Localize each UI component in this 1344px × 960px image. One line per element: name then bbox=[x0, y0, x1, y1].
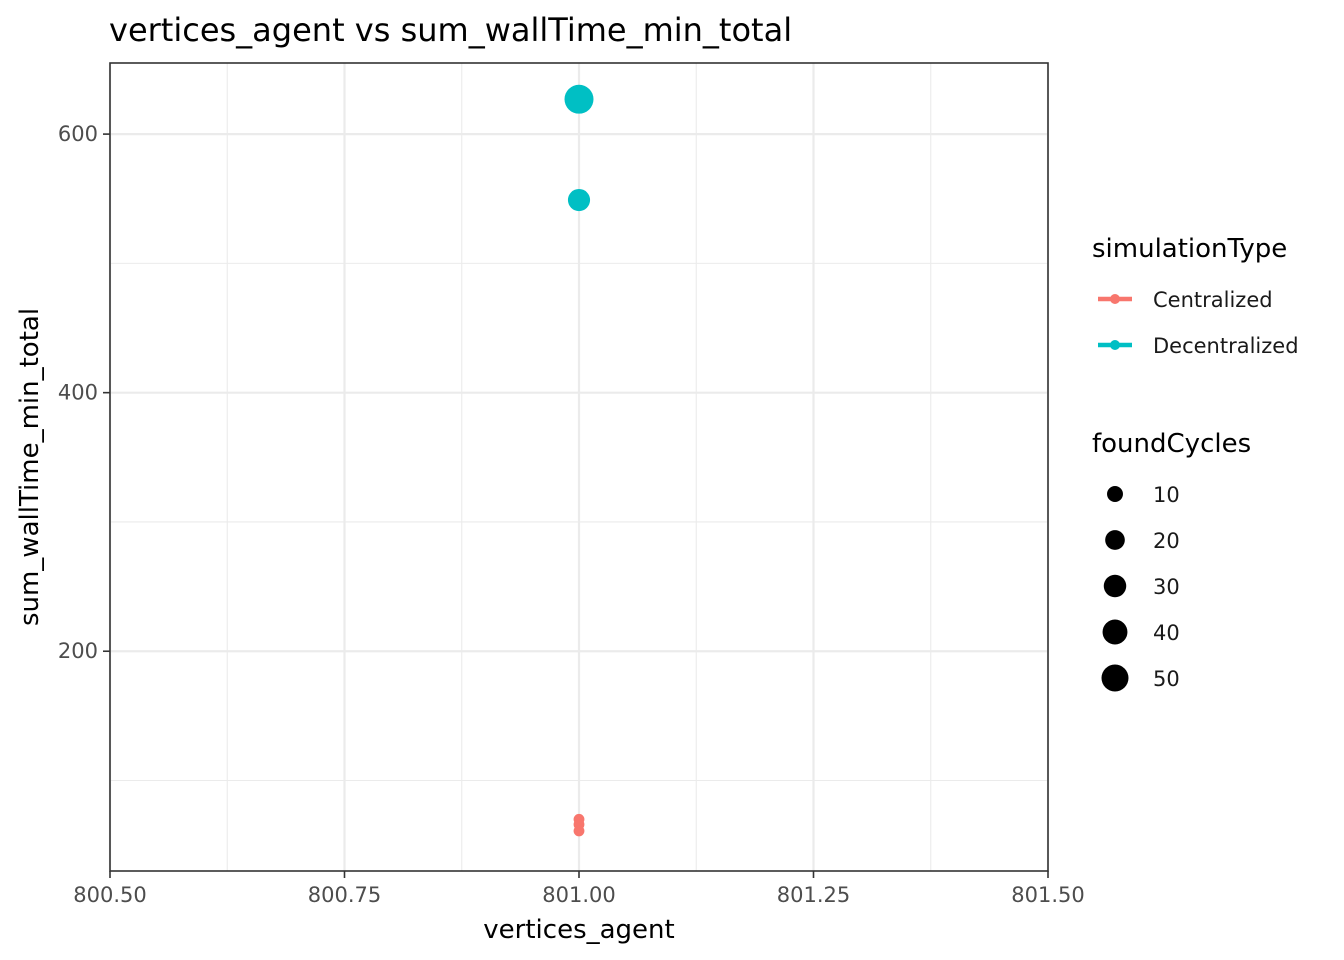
size-legend-label: 40 bbox=[1153, 621, 1180, 645]
data-point-centralized bbox=[573, 825, 585, 837]
size-legend-key bbox=[1107, 486, 1123, 502]
legend-key-point bbox=[1110, 294, 1120, 304]
size-legend-key bbox=[1103, 574, 1127, 598]
x-axis-ticks: 800.50 800.75 801.00 801.25 801.50 bbox=[73, 871, 1085, 907]
x-tick-label: 800.50 bbox=[73, 883, 146, 907]
size-legend-key bbox=[1102, 619, 1128, 645]
y-tick-label: 600 bbox=[58, 122, 98, 146]
data-point-decentralized bbox=[564, 84, 594, 114]
y-tick-label: 400 bbox=[58, 381, 98, 405]
legend-label: Decentralized bbox=[1153, 334, 1299, 358]
size-legend-key bbox=[1101, 664, 1129, 692]
y-tick-label: 200 bbox=[58, 639, 98, 663]
x-tick-label: 800.75 bbox=[308, 883, 381, 907]
size-legend-title: foundCycles bbox=[1092, 429, 1251, 459]
size-legend-label: 20 bbox=[1153, 529, 1180, 553]
size-legend-key bbox=[1105, 530, 1125, 550]
x-axis-label: vertices_agent bbox=[483, 915, 674, 945]
size-legend-label: 30 bbox=[1153, 575, 1180, 599]
color-legend-title: simulationType bbox=[1092, 234, 1287, 264]
data-point-decentralized bbox=[567, 188, 591, 212]
y-axis-ticks: 200 400 600 bbox=[58, 122, 110, 663]
x-tick-label: 801.50 bbox=[1011, 883, 1084, 907]
x-tick-label: 801.25 bbox=[777, 883, 850, 907]
chart-title: vertices_agent vs sum_wallTime_min_total bbox=[109, 11, 792, 49]
data-points bbox=[564, 84, 594, 837]
legend: simulationType CentralizedDecentralized … bbox=[1092, 234, 1299, 692]
y-axis-label: sum_wallTime_min_total bbox=[15, 308, 45, 626]
size-legend-label: 50 bbox=[1153, 667, 1180, 691]
legend-key-point bbox=[1110, 340, 1120, 350]
x-tick-label: 801.00 bbox=[542, 883, 615, 907]
size-legend-label: 10 bbox=[1153, 483, 1180, 507]
legend-label: Centralized bbox=[1153, 288, 1273, 312]
